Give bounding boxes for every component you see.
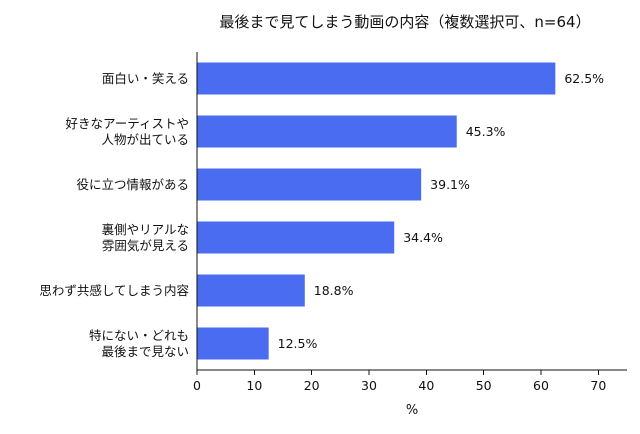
- value-label-2: 39.1%: [430, 177, 470, 192]
- x-tick-label: 50: [476, 378, 492, 393]
- value-label-4: 18.8%: [314, 283, 354, 298]
- category-label-4: 思わず共感してしまう内容: [39, 283, 189, 298]
- category-label-3: 裏側やリアルな雰囲気が見える: [102, 222, 189, 253]
- x-axis-label: %: [406, 403, 418, 418]
- category-label-1: 好きなアーティストや人物が出ている: [65, 116, 189, 147]
- x-axis: 0 10 20 30 40 50 60 70: [193, 369, 627, 393]
- value-label-5: 12.5%: [278, 336, 318, 351]
- x-tick-label: 70: [590, 378, 606, 393]
- category-label-line: 思わず共感してしまう内容: [39, 283, 189, 298]
- bar-3: [197, 221, 395, 254]
- x-tick-label: 60: [533, 378, 549, 393]
- category-label-line: 面白い・笑える: [102, 71, 189, 86]
- category-label-line: 裏側やリアルな: [102, 222, 189, 237]
- bar-1: [197, 115, 457, 148]
- category-label-line: 雰囲気が見える: [102, 238, 189, 253]
- bar-4: [197, 274, 305, 307]
- x-tick-label: 40: [418, 378, 434, 393]
- category-labels-layer: 面白い・笑える好きなアーティストや人物が出ている役に立つ情報がある裏側やリアルな…: [39, 71, 189, 359]
- bars-layer: [197, 62, 556, 360]
- bar-5: [197, 327, 269, 360]
- category-label-line: 役に立つ情報がある: [76, 177, 189, 192]
- category-label-line: 特にない・どれも: [89, 328, 189, 343]
- x-tick-label: 10: [246, 378, 262, 393]
- category-label-2: 役に立つ情報がある: [76, 177, 189, 192]
- value-label-1: 45.3%: [466, 124, 506, 139]
- bar-0: [197, 62, 556, 95]
- x-tick-label: 20: [304, 378, 320, 393]
- category-label-0: 面白い・笑える: [102, 71, 189, 86]
- value-label-0: 62.5%: [564, 71, 604, 86]
- category-label-line: 好きなアーティストや: [65, 116, 189, 131]
- category-label-line: 人物が出ている: [101, 132, 189, 147]
- value-labels-layer: 62.5% 45.3% 39.1% 34.4% 18.8% 12.5%: [278, 71, 604, 351]
- category-label-line: 最後まで見ない: [101, 344, 189, 359]
- x-tick-label: 0: [193, 378, 201, 393]
- bar-2: [197, 168, 422, 201]
- value-label-3: 34.4%: [403, 230, 443, 245]
- chart-title: 最後まで見てしまう動画の内容（複数選択可、n=64）: [219, 13, 590, 31]
- category-label-5: 特にない・どれも最後まで見ない: [89, 328, 189, 359]
- x-tick-label: 30: [361, 378, 377, 393]
